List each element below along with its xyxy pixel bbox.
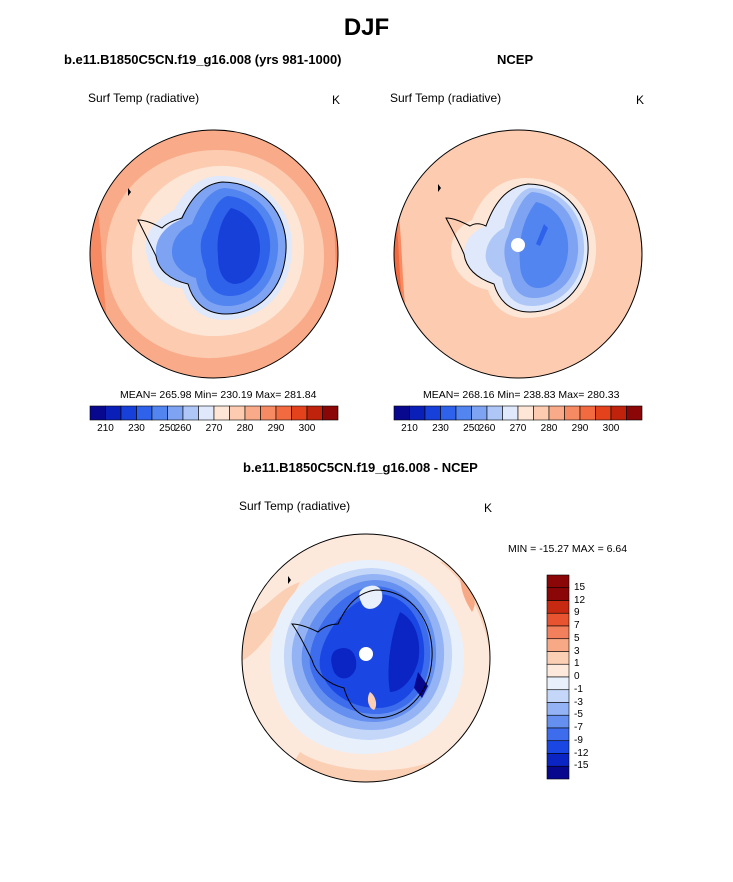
colorbar-tick-label: 0 bbox=[574, 671, 580, 682]
panel-3-stats: MIN = -15.27 MAX = 6.64 bbox=[508, 543, 628, 555]
panel-1-units-label: K bbox=[332, 93, 341, 107]
colorbar-tick-label: -12 bbox=[574, 747, 589, 759]
colorbar-swatch bbox=[409, 405, 426, 421]
colorbar-tick-label: 280 bbox=[540, 423, 558, 434]
colorbar-swatch bbox=[548, 405, 565, 421]
colorbar-swatch bbox=[595, 405, 612, 421]
colorbar-tick-label: 300 bbox=[298, 423, 316, 434]
main-title: DJF bbox=[343, 14, 390, 41]
panel-2-variable-label: Surf Temp (radiative) bbox=[390, 91, 502, 105]
colorbar-swatch bbox=[517, 405, 534, 421]
colorbar-swatch bbox=[610, 405, 627, 421]
colorbar-tick-label: 9 bbox=[574, 607, 580, 619]
colorbar-swatch bbox=[167, 405, 184, 421]
panel-1-title: b.e11.B1850C5CN.f19_g16.008 (yrs 981-100… bbox=[64, 52, 342, 67]
colorbar-tick-label: -9 bbox=[574, 734, 583, 746]
colorbar-tick-label: 15 bbox=[574, 581, 586, 593]
panel-2-units-label: K bbox=[636, 93, 645, 107]
panel-1-variable-label: Surf Temp (radiative) bbox=[88, 91, 200, 105]
panel-1-colorbar bbox=[89, 405, 339, 421]
colorbar-swatch bbox=[198, 405, 215, 421]
panel-3-units-label: K bbox=[484, 501, 493, 515]
panel-1-stats: MEAN= 265.98 Min= 230.19 Max= 281.84 bbox=[120, 389, 317, 401]
colorbar-swatch bbox=[486, 405, 503, 421]
panel-1-map bbox=[89, 129, 339, 379]
colorbar-swatch bbox=[502, 405, 519, 421]
colorbar-swatch bbox=[546, 651, 570, 665]
colorbar-tick-label: 250 bbox=[463, 423, 480, 434]
panel-3-map bbox=[241, 533, 491, 783]
colorbar-tick-label: -7 bbox=[574, 722, 583, 733]
colorbar-tick-label: 3 bbox=[574, 645, 580, 657]
colorbar-tick-label: -3 bbox=[574, 696, 583, 708]
colorbar-swatch bbox=[546, 714, 570, 729]
colorbar-swatch bbox=[626, 405, 643, 421]
colorbar-swatch bbox=[182, 405, 199, 421]
colorbar-swatch bbox=[564, 405, 581, 421]
panel-2-colorbar bbox=[393, 405, 643, 421]
colorbar-swatch bbox=[89, 405, 106, 421]
colorbar-tick-label: 290 bbox=[267, 423, 285, 434]
colorbar-swatch bbox=[291, 405, 308, 421]
panel-2-title: NCEP bbox=[497, 52, 534, 67]
colorbar-swatch bbox=[229, 405, 246, 421]
colorbar-swatch bbox=[213, 405, 230, 421]
colorbar-tick-label: 270 bbox=[509, 423, 527, 434]
colorbar-tick-label: 230 bbox=[432, 423, 449, 434]
colorbar-swatch bbox=[546, 574, 570, 589]
colorbar-swatch bbox=[533, 405, 550, 421]
colorbar-tick-label: 12 bbox=[574, 594, 586, 606]
colorbar-swatch bbox=[546, 765, 570, 780]
colorbar-tick-label: 260 bbox=[478, 423, 496, 434]
colorbar-swatch bbox=[151, 405, 168, 421]
colorbar-swatch bbox=[546, 612, 570, 627]
colorbar-swatch bbox=[260, 405, 277, 421]
colorbar-swatch bbox=[546, 702, 570, 716]
colorbar-swatch bbox=[306, 405, 323, 421]
colorbar-swatch bbox=[393, 405, 410, 421]
colorbar-tick-label: -1 bbox=[574, 683, 583, 695]
colorbar-tick-label: 290 bbox=[571, 423, 589, 434]
colorbar-tick-label: 1 bbox=[574, 658, 580, 670]
panel-2-stats: MEAN= 268.16 Min= 238.83 Max= 280.33 bbox=[423, 389, 620, 401]
colorbar-swatch bbox=[546, 753, 570, 767]
colorbar-tick-label: 280 bbox=[236, 423, 254, 434]
colorbar-tick-label: 230 bbox=[128, 423, 145, 434]
panel-3-variable-label: Surf Temp (radiative) bbox=[239, 499, 351, 513]
colorbar-swatch bbox=[546, 663, 570, 678]
panel-3-colorbar bbox=[546, 574, 570, 780]
colorbar-swatch bbox=[136, 405, 153, 421]
colorbar-tick-label: 250 bbox=[159, 423, 176, 434]
colorbar-tick-label: 7 bbox=[574, 620, 580, 631]
colorbar-tick-label: 270 bbox=[205, 423, 223, 434]
colorbar-swatch bbox=[424, 405, 441, 421]
colorbar-tick-label: 5 bbox=[574, 632, 580, 644]
panel-2-map bbox=[393, 129, 643, 379]
colorbar-swatch bbox=[455, 405, 472, 421]
colorbar-swatch bbox=[579, 405, 596, 421]
colorbar-swatch bbox=[322, 405, 339, 421]
colorbar-tick-label: -5 bbox=[574, 709, 583, 721]
colorbar-tick-label: 260 bbox=[174, 423, 192, 434]
colorbar-swatch bbox=[105, 405, 122, 421]
colorbar-swatch bbox=[546, 689, 570, 703]
colorbar-tick-label: 300 bbox=[602, 423, 620, 434]
colorbar-tick-label: -15 bbox=[574, 760, 589, 772]
colorbar-swatch bbox=[546, 587, 570, 601]
colorbar-swatch bbox=[546, 625, 570, 640]
colorbar-swatch bbox=[120, 405, 137, 421]
colorbar-swatch bbox=[546, 740, 570, 754]
colorbar-swatch bbox=[440, 405, 457, 421]
colorbar-swatch bbox=[546, 638, 570, 652]
colorbar-swatch bbox=[244, 405, 261, 421]
colorbar-swatch bbox=[546, 676, 570, 691]
colorbar-swatch bbox=[546, 727, 570, 742]
colorbar-swatch bbox=[275, 405, 292, 421]
colorbar-tick-label: 210 bbox=[401, 423, 418, 434]
colorbar-tick-label: 210 bbox=[97, 423, 114, 434]
panel-3-title: b.e11.B1850C5CN.f19_g16.008 - NCEP bbox=[243, 460, 478, 475]
colorbar-swatch bbox=[471, 405, 488, 421]
colorbar-swatch bbox=[546, 600, 570, 614]
